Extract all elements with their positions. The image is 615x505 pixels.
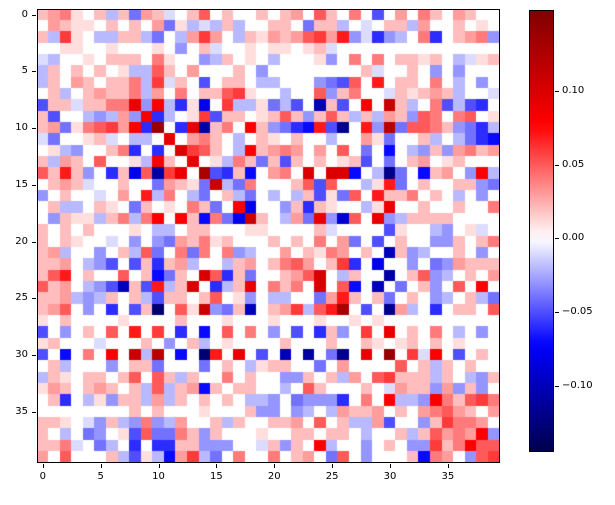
x-axis-tick xyxy=(158,464,160,468)
x-axis-tick-label: 25 xyxy=(325,471,339,482)
y-axis-tick xyxy=(32,355,36,357)
colorbar-tick-label: −0.10 xyxy=(562,379,593,391)
x-axis-tick xyxy=(100,464,102,468)
x-axis-tick xyxy=(216,464,218,468)
colorbar-tick-label: −0.05 xyxy=(562,306,593,318)
colorbar-gradient xyxy=(530,11,553,451)
heatmap-plot-area xyxy=(37,9,500,463)
colorbar-tick xyxy=(555,312,559,314)
x-axis-tick-label: 30 xyxy=(383,471,397,482)
colorbar-tick xyxy=(555,91,559,93)
y-axis-tick-label: 25 xyxy=(15,292,28,304)
x-axis-tick-label: 35 xyxy=(441,471,455,482)
x-axis-tick-label: 5 xyxy=(97,471,104,482)
y-axis-tick-label: 5 xyxy=(21,65,28,77)
colorbar-tick xyxy=(555,164,559,166)
x-axis-tick xyxy=(274,464,276,468)
y-axis-tick-label: 35 xyxy=(15,405,28,417)
x-axis-tick-label: 0 xyxy=(39,471,46,482)
y-axis-tick-label: 20 xyxy=(15,235,28,247)
x-axis-tick xyxy=(390,464,392,468)
y-axis-tick-label: 0 xyxy=(21,8,28,20)
y-axis-tick xyxy=(32,184,36,186)
x-axis-tick xyxy=(447,464,449,468)
x-axis-tick-label: 15 xyxy=(210,471,223,482)
y-axis-tick-label: 30 xyxy=(15,349,28,361)
colorbar-tick-label: 0.10 xyxy=(562,85,585,97)
colorbar-tick xyxy=(555,385,559,387)
colorbar-tick xyxy=(555,238,559,240)
y-axis-tick xyxy=(32,241,36,243)
y-axis-tick xyxy=(32,71,36,73)
x-axis-tick-label: 20 xyxy=(267,471,281,482)
heatmap-canvas xyxy=(37,9,500,463)
x-axis-tick xyxy=(42,464,44,468)
y-axis-tick xyxy=(32,298,36,300)
y-axis-tick xyxy=(32,14,36,16)
colorbar-tick-label: 0.05 xyxy=(562,158,585,170)
y-axis-tick xyxy=(32,411,36,413)
colorbar xyxy=(529,10,554,452)
x-axis-tick xyxy=(332,464,334,468)
colorbar-tick-label: 0.00 xyxy=(562,232,585,244)
y-axis-tick-label: 15 xyxy=(15,178,28,190)
y-axis-tick-label: 10 xyxy=(15,122,28,134)
x-axis-tick-label: 10 xyxy=(152,471,165,482)
y-axis-tick xyxy=(32,128,36,130)
